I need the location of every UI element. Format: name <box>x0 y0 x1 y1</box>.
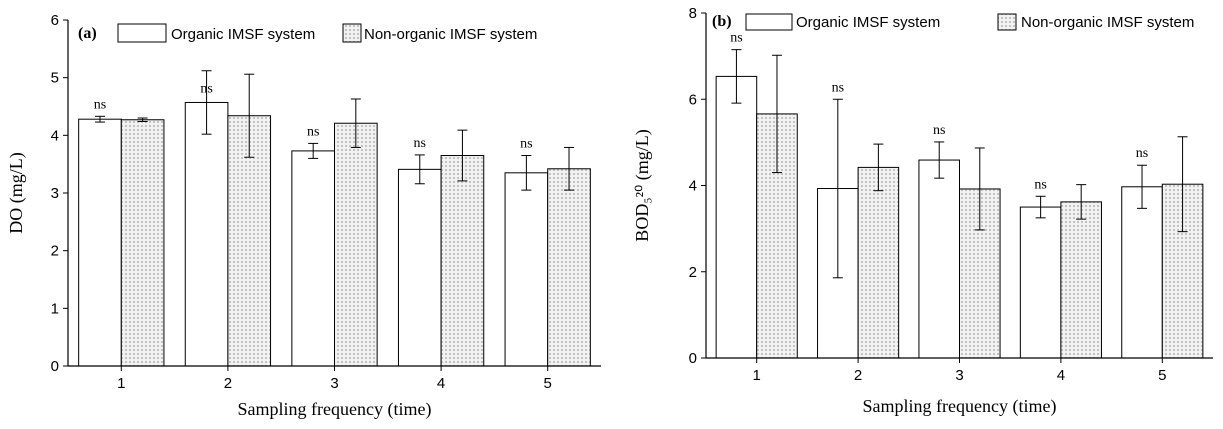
ns-annotation-4: ns <box>1034 177 1046 192</box>
x-tick-label-5: 5 <box>1158 367 1166 384</box>
bar-organic-4 <box>398 169 441 366</box>
y-axis-title: BOD₅²⁰ (mg/L) <box>632 129 653 241</box>
panel-label: (b) <box>712 13 732 30</box>
bar-non-organic-4 <box>441 156 484 366</box>
y-tick-label-0: 0 <box>689 350 697 367</box>
chart-panel-a: ns ns ns ns ns 0 1 2 3 4 5 6 1 2 3 4 5 Sampling frequency… <box>0 0 612 424</box>
ns-annotation-4: ns <box>414 136 426 151</box>
y-tick-label-1: 1 <box>51 300 59 317</box>
panel-label: (a) <box>78 25 97 42</box>
x-axis-title: Sampling frequency (time) <box>863 396 1057 417</box>
legend-swatch-non-organic <box>998 14 1016 30</box>
y-tick-label-4: 4 <box>51 127 59 144</box>
bar-organic-5 <box>505 173 548 366</box>
bar-non-organic-5 <box>548 169 591 366</box>
y-tick-label-6: 6 <box>51 12 59 29</box>
y-tick-label-0: 0 <box>51 358 59 375</box>
chart-b-svg: ns ns ns ns ns 0 2 4 6 8 1 2 3 4 5 Sampling frequency (… <box>612 0 1223 424</box>
x-tick-label-3: 3 <box>955 367 963 384</box>
chart-a-plot: ns ns ns ns ns 0 1 2 3 4 5 6 1 2 3 4 5 Sampling frequency… <box>6 12 601 420</box>
y-tick-label-2: 2 <box>689 264 697 281</box>
bar-non-organic-3 <box>335 123 378 366</box>
y-tick-label-4: 4 <box>689 178 697 195</box>
x-tick-label-1: 1 <box>117 375 125 392</box>
y-tick-label-5: 5 <box>51 70 59 87</box>
bar-organic-5 <box>1122 187 1163 358</box>
legend-label-non-organic: Non-organic IMSF system <box>364 26 537 43</box>
legend-label-organic: Organic IMSF system <box>171 26 315 43</box>
ns-annotation-3: ns <box>307 124 319 139</box>
legend-swatch-non-organic <box>343 24 361 42</box>
y-tick-label-2: 2 <box>51 243 59 260</box>
bar-non-organic-2 <box>858 167 899 358</box>
legend-swatch-organic <box>118 24 166 42</box>
ns-annotation-5: ns <box>1136 146 1148 161</box>
ns-annotation-1: ns <box>730 31 742 46</box>
bar-non-organic-4 <box>1061 202 1102 358</box>
legend-label-non-organic: Non-organic IMSF system <box>1021 14 1194 31</box>
x-tick-label-2: 2 <box>854 367 862 384</box>
chart-panel-b: ns ns ns ns ns 0 2 4 6 8 1 2 3 4 5 Sampling frequency (… <box>612 0 1223 424</box>
bar-organic-2 <box>185 102 228 366</box>
legend-swatch-organic <box>746 14 792 30</box>
bar-organic-1 <box>79 119 122 366</box>
chart-a-svg: ns ns ns ns ns 0 1 2 3 4 5 6 1 2 3 4 5 Sampling frequency… <box>0 0 612 424</box>
x-tick-label-5: 5 <box>544 375 552 392</box>
x-tick-label-2: 2 <box>224 375 232 392</box>
ns-annotation-2: ns <box>200 82 212 97</box>
chart-b-plot: ns ns ns ns ns 0 2 4 6 8 1 2 3 4 5 Sampling frequency (… <box>632 5 1213 417</box>
bar-organic-4 <box>1020 207 1061 358</box>
x-tick-label-4: 4 <box>437 375 445 392</box>
x-tick-label-3: 3 <box>330 375 338 392</box>
bar-non-organic-1 <box>121 120 164 366</box>
ns-annotation-5: ns <box>520 137 532 152</box>
bar-organic-3 <box>292 151 335 366</box>
y-axis-title: DO (mg/L) <box>6 152 27 233</box>
y-tick-label-6: 6 <box>689 91 697 108</box>
x-tick-label-4: 4 <box>1057 367 1065 384</box>
ns-annotation-1: ns <box>94 97 106 112</box>
bar-organic-1 <box>716 76 757 358</box>
ns-annotation-3: ns <box>933 123 945 138</box>
y-tick-label-8: 8 <box>689 5 697 22</box>
ns-annotation-2: ns <box>832 80 844 95</box>
legend-label-organic: Organic IMSF system <box>796 14 940 31</box>
bar-organic-3 <box>919 160 960 358</box>
y-tick-label-3: 3 <box>51 185 59 202</box>
x-axis-title: Sampling frequency (time) <box>238 399 432 420</box>
x-tick-label-1: 1 <box>753 367 761 384</box>
